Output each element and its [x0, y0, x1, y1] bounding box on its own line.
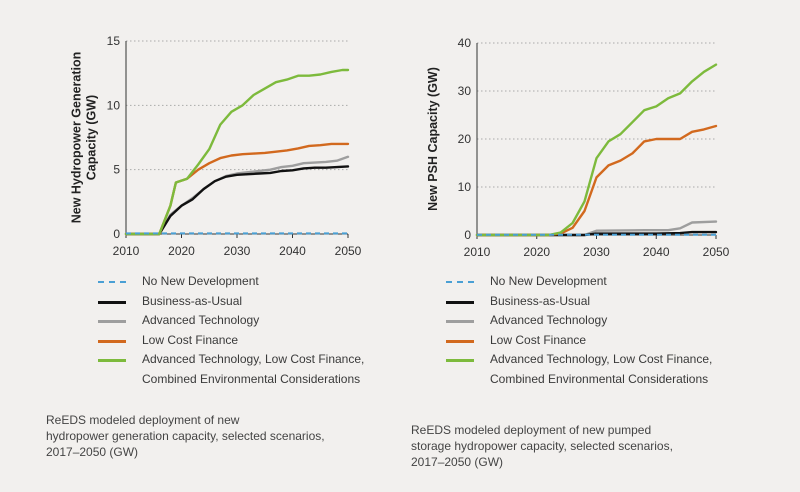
legend-item: No New Development: [446, 272, 712, 292]
legend-swatch: [446, 281, 474, 283]
legend-item: Advanced Technology: [446, 311, 712, 331]
legend-label: Low Cost Finance: [142, 332, 239, 347]
legend-label: Low Cost Finance: [490, 332, 587, 347]
y-tick-label: 20: [458, 132, 472, 146]
hydropower-chart: 0 5 10 15 2010 2020 2030 2040 2050 New Hydropower…: [70, 34, 362, 258]
x-tick-label: 2050: [703, 245, 730, 259]
y-axis-title: New Hydropower Generation: [70, 52, 84, 224]
y-tick-label: 15: [107, 34, 121, 48]
legend-swatch: [98, 320, 126, 323]
legend-swatch: [98, 359, 126, 362]
y-tick-label: 5: [113, 163, 120, 177]
x-tick-label: 2050: [335, 244, 362, 258]
series-line-low-cost: [475, 124, 718, 237]
hydropower-legend: No New Development Business-as-Usual Advan…: [98, 272, 364, 389]
legend-label: Advanced Technology: [142, 313, 260, 327]
y-tick-label: 30: [458, 84, 472, 98]
legend-swatch: [446, 339, 474, 343]
legend-item: Advanced Technology, Low Cost Finance, C…: [446, 350, 712, 389]
psh-caption: ReEDS modeled deployment of new pumped s…: [411, 423, 673, 469]
legend-item: Business-as-Usual: [446, 292, 712, 312]
x-tick-label: 2020: [168, 244, 195, 258]
x-tick-label: 2010: [464, 245, 491, 259]
legend-label: No New Development: [142, 274, 259, 288]
x-tick-label: 2030: [583, 245, 610, 259]
legend-swatch: [446, 359, 474, 362]
series-line-low-cost: [124, 142, 350, 236]
legend-swatch: [446, 320, 474, 323]
legend-item: Advanced Technology: [98, 311, 364, 331]
series-line-bau: [124, 165, 350, 236]
legend-label: No New Development: [490, 274, 607, 288]
legend-label: Business-as-Usual: [490, 293, 591, 308]
legend-item: Business-as-Usual: [98, 292, 364, 312]
psh-legend: No New Development Business-as-Usual Advan…: [446, 272, 712, 389]
x-tick-label: 2040: [643, 245, 670, 259]
legend-label: Advanced Technology: [490, 313, 608, 327]
y-tick-label: 10: [458, 180, 472, 194]
legend-swatch: [446, 300, 474, 304]
legend-item: Advanced Technology, Low Cost Finance, C…: [98, 350, 364, 389]
y-tick-label: 0: [113, 227, 120, 241]
legend-swatch: [98, 300, 126, 304]
y-axis-title: New PSH Capacity (GW): [426, 67, 440, 211]
x-tick-label: 2020: [523, 245, 550, 259]
series-line-combined: [124, 68, 350, 236]
legend-swatch: [98, 339, 126, 343]
x-tick-label: 2040: [279, 244, 306, 258]
series-line-combined: [475, 63, 718, 237]
y-axis-title: Capacity (GW): [85, 95, 99, 180]
x-tick-label: 2030: [224, 244, 251, 258]
y-tick-label: 10: [107, 98, 121, 112]
legend-label: Business-as-Usual: [142, 293, 243, 308]
y-tick-label: 0: [464, 228, 471, 242]
legend-item: No New Development: [98, 272, 364, 292]
legend-item: Low Cost Finance: [98, 331, 364, 351]
series-line-bau: [475, 230, 718, 237]
legend-label: Advanced Technology, Low Cost Finance, C…: [142, 352, 365, 386]
hydropower-caption: ReEDS modeled deployment of new hydropow…: [46, 413, 325, 459]
legend-label: Advanced Technology, Low Cost Finance, C…: [490, 352, 713, 386]
legend-swatch: [98, 281, 126, 283]
legend-item: Low Cost Finance: [446, 331, 712, 351]
y-tick-label: 40: [458, 36, 472, 50]
x-tick-label: 2010: [113, 244, 140, 258]
